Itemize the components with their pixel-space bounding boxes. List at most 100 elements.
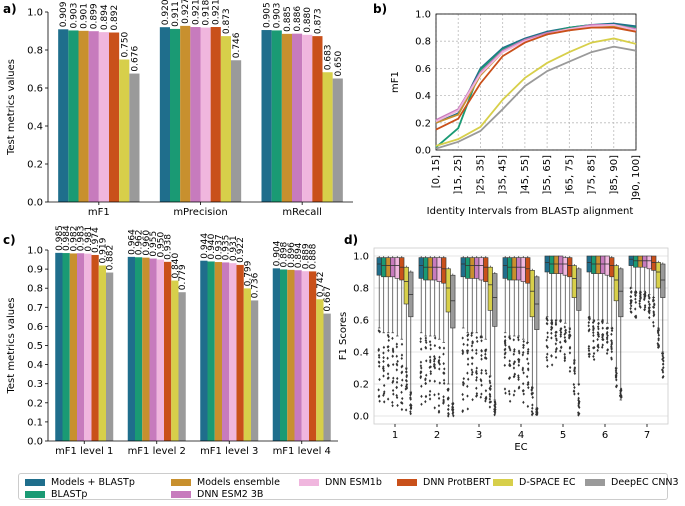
outlier-point [634,297,637,301]
outlier-point [377,360,381,364]
outlier-point [513,372,517,376]
box [469,257,475,279]
bar-value-label: 0.885 [283,6,293,32]
legend: Models + BLASTp BLASTp Models ensemble D… [18,473,679,500]
outlier-point [630,290,633,294]
outlier-point [479,395,483,399]
outlier-point [661,370,665,374]
legend-label: DeepEC CNN3 [611,477,679,488]
outlier-point [550,363,554,367]
panel-c-bar-chart: 0.0 0.1 0.2 0.3 0.4 0.5 0.6 0.7 0.8 0.9 1.0 Test me… [6,225,338,457]
outlier-point [592,339,595,343]
outlier-point [451,402,454,407]
bar-value-label: 0.898 [280,241,290,267]
box [427,257,433,281]
outlier-point [451,407,454,412]
outlier-point [480,357,483,361]
outlier-point [530,409,534,414]
legend-label: BLASTp [51,489,88,500]
outlier-point [661,368,664,372]
bar [301,271,309,441]
outlier-point [377,355,381,359]
outlier-point [516,335,520,340]
outlier-point [485,371,488,376]
outlier-point [466,351,469,355]
outlier-point [564,331,567,335]
outlier-point [447,412,450,416]
outlier-point [400,407,404,412]
outlier-point [480,335,484,339]
outlier-point [661,357,664,361]
outlier-point [517,363,520,367]
bar-value-label: 0.937 [214,234,224,260]
box [586,255,592,273]
outlier-point [428,389,432,393]
outlier-point [577,396,580,400]
outlier-point [493,409,497,413]
outlier-point [592,354,595,359]
box [432,257,438,281]
outlier-point [382,366,385,370]
bar-value-label: 0.676 [130,46,140,72]
outlier-point [610,329,614,333]
outlier-point [564,340,567,344]
legend-label: DNN ESM1b [325,477,382,488]
outlier-point [484,389,488,393]
outlier-point [652,298,655,302]
outlier-point [614,368,618,372]
outlier-point [447,414,450,418]
outlier-point [568,327,572,331]
outlier-point [475,391,479,396]
outlier-point [437,410,441,414]
bar [178,292,186,441]
outlier-point [461,352,464,356]
outlier-point [433,379,436,383]
bar-value-label: 0.938 [164,234,174,260]
outlier-point [615,378,618,382]
outlier-point [377,329,381,333]
bar-value-label: 0.964 [127,229,137,255]
bar [200,260,208,441]
bar [127,256,135,441]
outlier-point [550,331,553,335]
outlier-point [531,395,534,399]
bar-value-label: 0.955 [149,231,159,257]
outlier-point [508,359,511,363]
outlier-point [465,349,469,353]
outlier-point [507,389,511,393]
x-tick-label: mF1 level 1 [55,446,113,457]
box [507,257,513,281]
outlier-point [488,397,492,401]
bar [292,33,303,202]
bar-value-label: 0.904 [272,240,282,266]
outlier-point [507,376,511,381]
bar [159,27,170,203]
outlier-point [493,399,497,404]
outlier-point [503,352,507,356]
outlier-point [629,310,633,314]
bar [281,33,292,202]
y-tick-label: 1.0 [27,246,43,257]
outlier-point [428,365,431,369]
outlier-point [424,377,427,381]
bar [294,270,302,441]
bar-value-label: 0.982 [69,226,79,252]
bar-value-label: 0.840 [171,253,181,279]
outlier-point [513,349,516,353]
bar [271,30,282,203]
outlier-point [420,394,423,398]
outlier-point [386,356,389,360]
outlier-point [550,327,553,332]
outlier-point [577,400,581,404]
y-axis-title: F1 Scores [338,312,349,361]
outlier-point [657,343,660,347]
bar [200,27,211,202]
outlier-point [395,342,399,346]
outlier-point [610,356,613,360]
outlier-point [634,300,638,304]
outlier-point [419,337,422,341]
x-tick-label: mRecall [282,207,322,218]
outlier-point [629,295,633,299]
panel-a-letter: a) [3,2,17,16]
outlier-point [601,321,604,325]
